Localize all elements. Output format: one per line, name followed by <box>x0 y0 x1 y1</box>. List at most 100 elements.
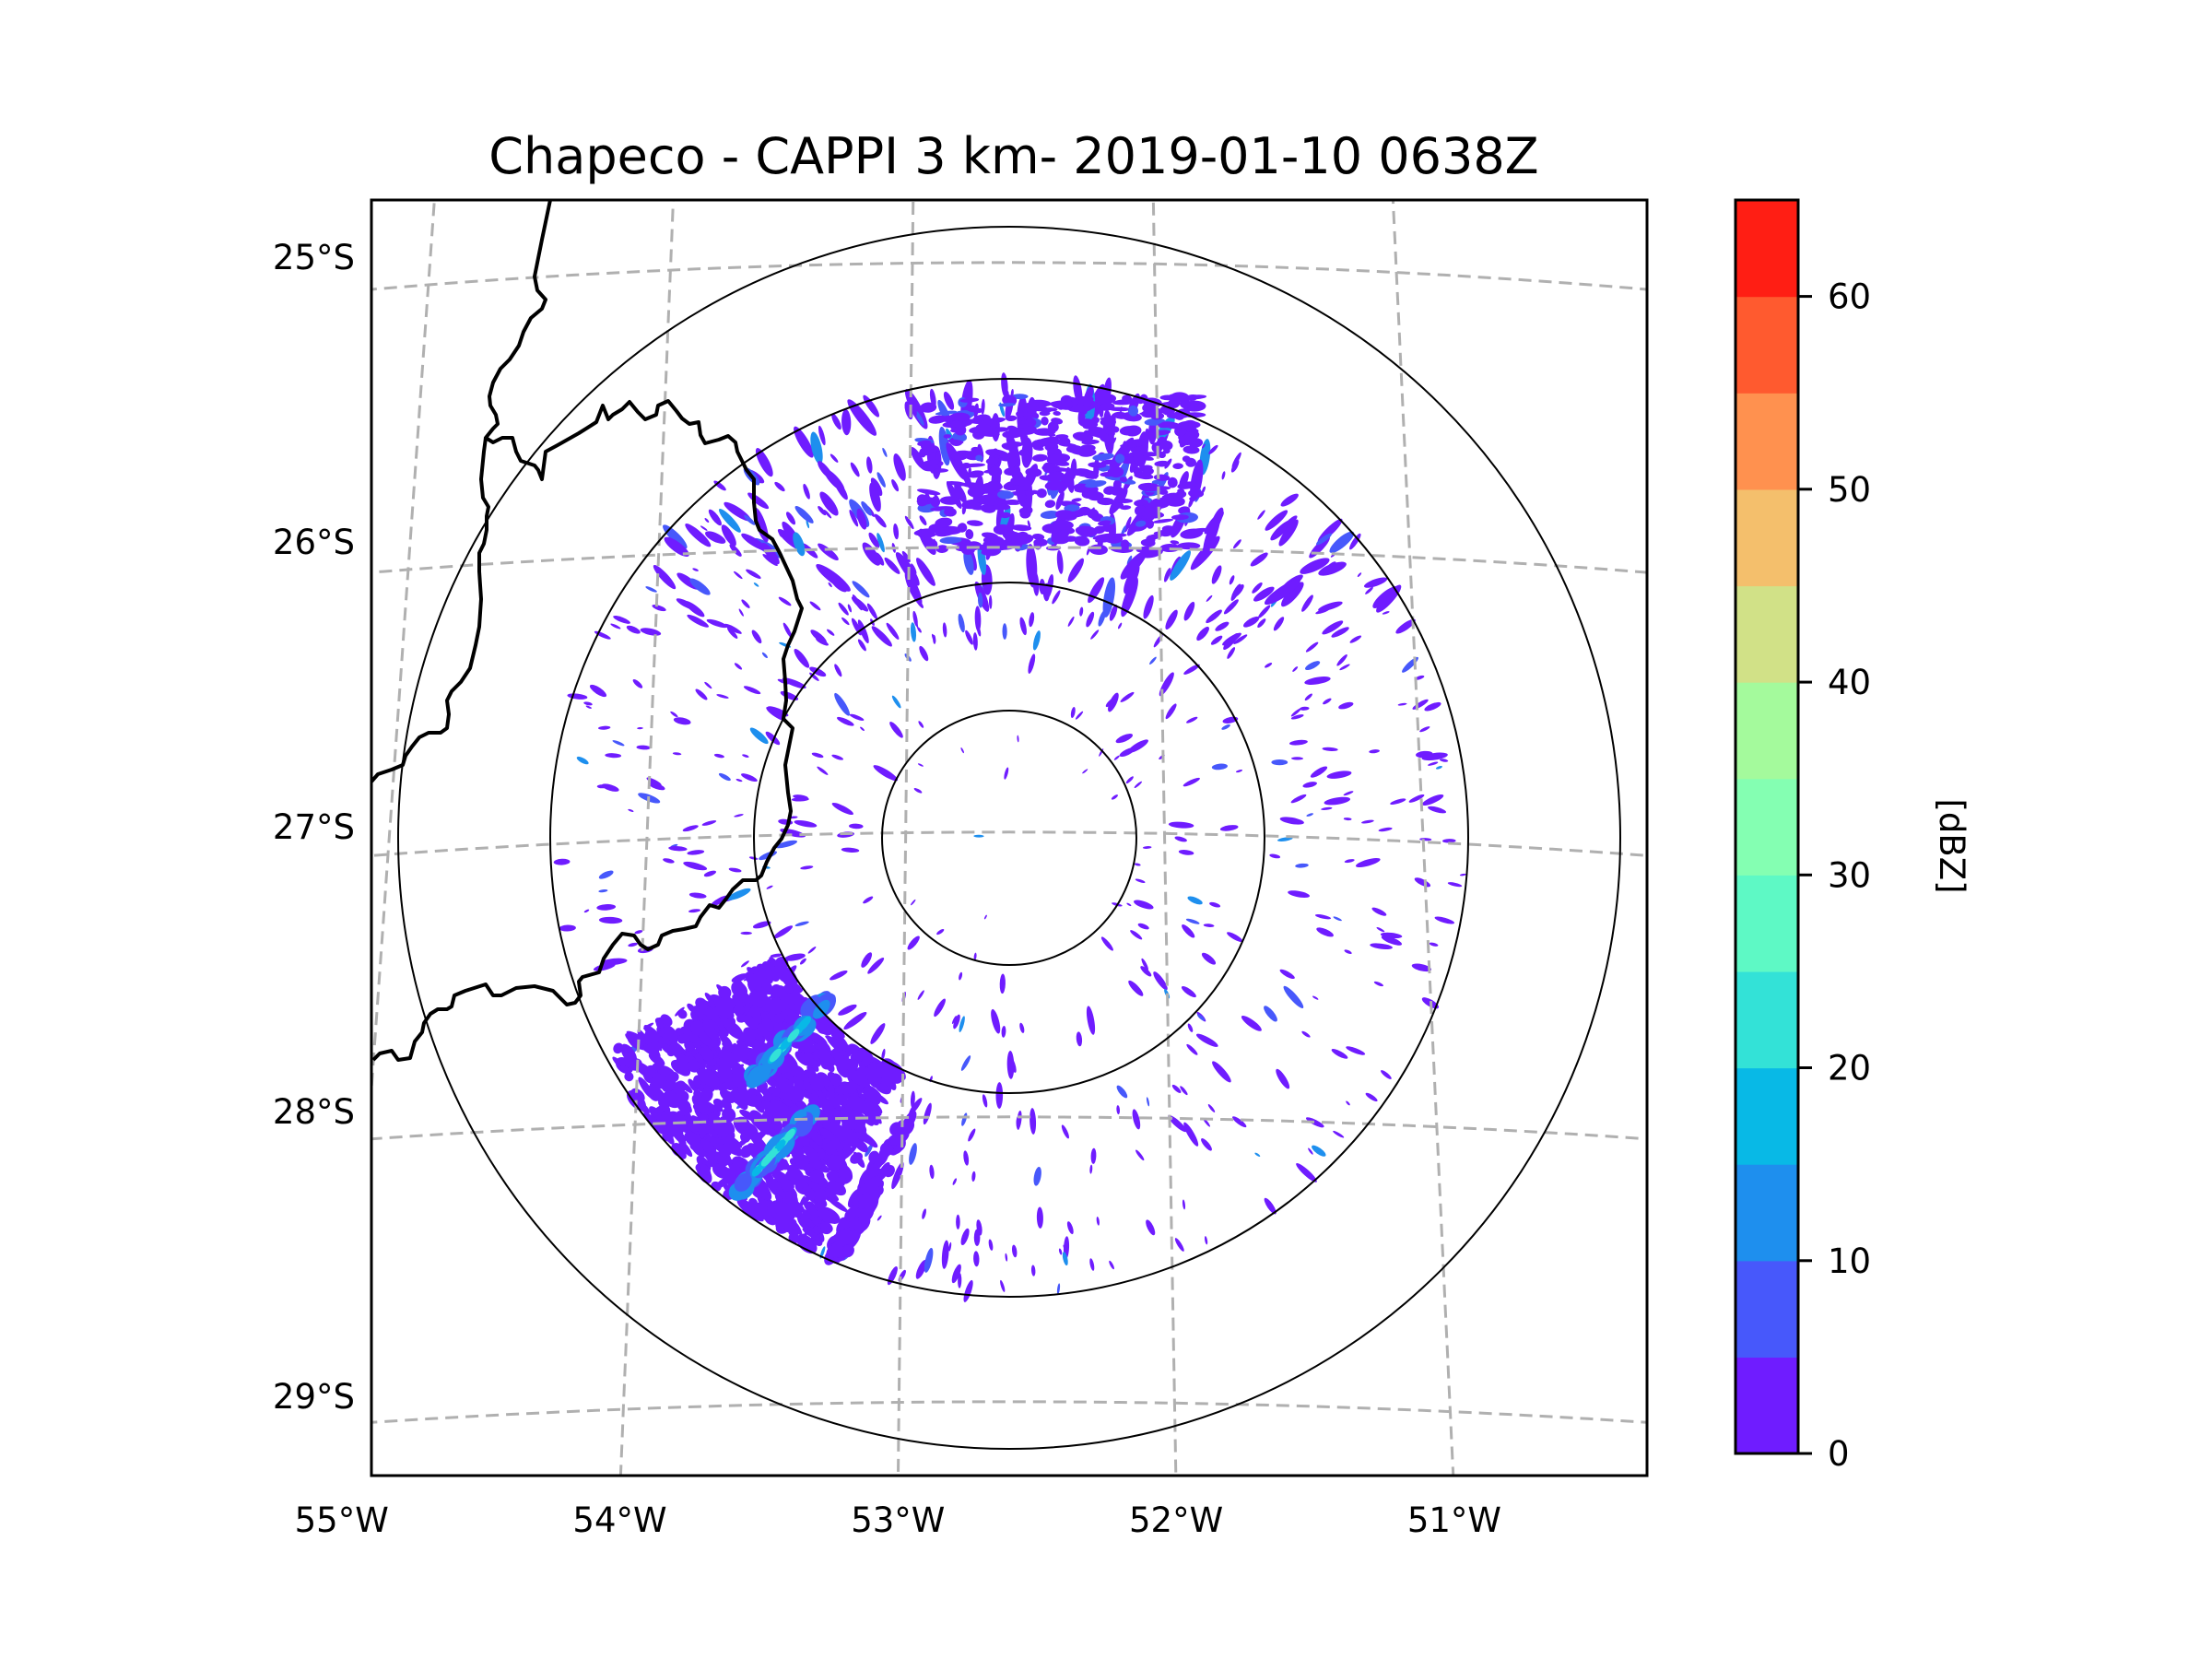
echo-cell <box>1211 565 1222 584</box>
echo-cell <box>913 528 937 536</box>
echo-cell <box>695 688 708 700</box>
echo-cell <box>1117 622 1123 629</box>
echo-cell <box>1065 400 1074 409</box>
echo-cell <box>688 909 700 913</box>
echo-cell <box>850 462 860 477</box>
echo-cell <box>1333 916 1342 922</box>
echo-cell <box>873 765 899 782</box>
echo-cell <box>723 1017 735 1031</box>
echo-cell <box>819 1128 841 1147</box>
echo-cell <box>1146 520 1155 529</box>
echo-cell <box>967 487 985 498</box>
y-tick-label: 26°S <box>273 523 355 562</box>
echo-cell <box>848 1069 869 1088</box>
echo-cell <box>967 470 984 478</box>
echo-cell <box>1185 918 1200 924</box>
echo-cell <box>1170 392 1189 403</box>
echo-cell <box>755 448 773 477</box>
echo-cell <box>1095 536 1114 543</box>
echo-cell <box>760 1046 779 1065</box>
echo-cell <box>934 998 946 1018</box>
echo-cell <box>818 506 827 516</box>
echo-cell <box>1006 1051 1015 1079</box>
y-tick-label: 25°S <box>273 238 355 277</box>
echo-cell <box>997 490 1014 500</box>
echo-cell <box>1343 818 1352 821</box>
echo-cell <box>1011 1244 1018 1258</box>
echo-cell <box>810 1130 823 1146</box>
echo-cell <box>1135 878 1146 883</box>
echo-cell <box>706 1157 718 1168</box>
echo-cell <box>811 752 824 759</box>
echo-cell <box>1215 621 1230 631</box>
echo-cell <box>673 717 691 725</box>
echo-cell <box>677 1009 688 1019</box>
colorbar-frame <box>1734 198 1800 1455</box>
echo-cell <box>809 666 827 677</box>
echo-cell <box>847 604 853 613</box>
echo-cell <box>1305 661 1321 671</box>
echo-cell <box>1204 511 1224 535</box>
echo-cell <box>765 731 781 746</box>
echo-cell <box>689 578 711 595</box>
echo-cell <box>782 1098 794 1107</box>
echo-cell <box>991 1008 1001 1034</box>
echo-cell <box>1323 698 1332 705</box>
echo-cell <box>1253 586 1275 602</box>
echo-cell <box>761 652 768 659</box>
echo-cell <box>1006 425 1018 432</box>
echo-cell <box>1098 610 1106 627</box>
echo-cell <box>762 553 778 567</box>
echo-cell <box>703 870 716 877</box>
echo-cell <box>747 492 770 510</box>
echo-cell <box>1124 425 1142 437</box>
echo-cell <box>1082 769 1088 774</box>
echo-cell <box>861 500 872 516</box>
echo-cell <box>1291 757 1303 760</box>
echo-cell <box>1120 550 1147 580</box>
echo-cell <box>740 960 749 968</box>
echo-cell <box>902 1120 915 1135</box>
echo-cell <box>953 1014 960 1030</box>
echo-cell <box>917 499 928 507</box>
echo-cell <box>935 530 955 537</box>
echo-cell <box>1190 535 1220 571</box>
echo-cell <box>1029 612 1035 628</box>
echo-cell <box>770 953 782 958</box>
echo-cell <box>910 1090 915 1108</box>
echo-cell <box>739 1109 758 1122</box>
echo-cell <box>893 523 900 540</box>
echo-cell <box>935 545 948 554</box>
echo-cell <box>910 622 917 642</box>
echo-cell <box>1365 586 1373 594</box>
colorbar-segment <box>1735 1260 1798 1358</box>
echo-cell <box>810 431 823 465</box>
echo-cell <box>1154 460 1171 467</box>
echo-cell <box>1271 759 1288 766</box>
echo-cell <box>803 483 810 500</box>
echo-cell <box>1100 459 1115 465</box>
echo-cell <box>1447 882 1463 888</box>
echo-cell <box>1000 1279 1006 1292</box>
y-tick-label: 29°S <box>273 1377 355 1417</box>
echo-cell <box>1086 1006 1096 1035</box>
echo-cell <box>1011 524 1032 532</box>
echo-cell <box>1000 506 1011 531</box>
echo-cell <box>1344 949 1352 955</box>
echo-cell <box>874 627 878 637</box>
colorbar-tick-label: 30 <box>1828 855 1871 895</box>
echo-cell <box>1419 726 1430 733</box>
echo-cell <box>830 970 848 981</box>
echo-cell <box>1318 601 1343 612</box>
echo-cell <box>1073 468 1094 477</box>
echo-cell <box>1040 511 1060 519</box>
echo-cell <box>868 1150 879 1163</box>
y-tick-label: 27°S <box>273 807 355 847</box>
echo-cell <box>834 664 842 677</box>
echo-cell <box>1324 796 1351 806</box>
echo-cell <box>1004 467 1019 477</box>
echo-cell <box>794 1051 811 1066</box>
echo-cell <box>1183 601 1195 621</box>
echo-cell <box>1288 890 1311 898</box>
echo-cell <box>727 627 738 639</box>
